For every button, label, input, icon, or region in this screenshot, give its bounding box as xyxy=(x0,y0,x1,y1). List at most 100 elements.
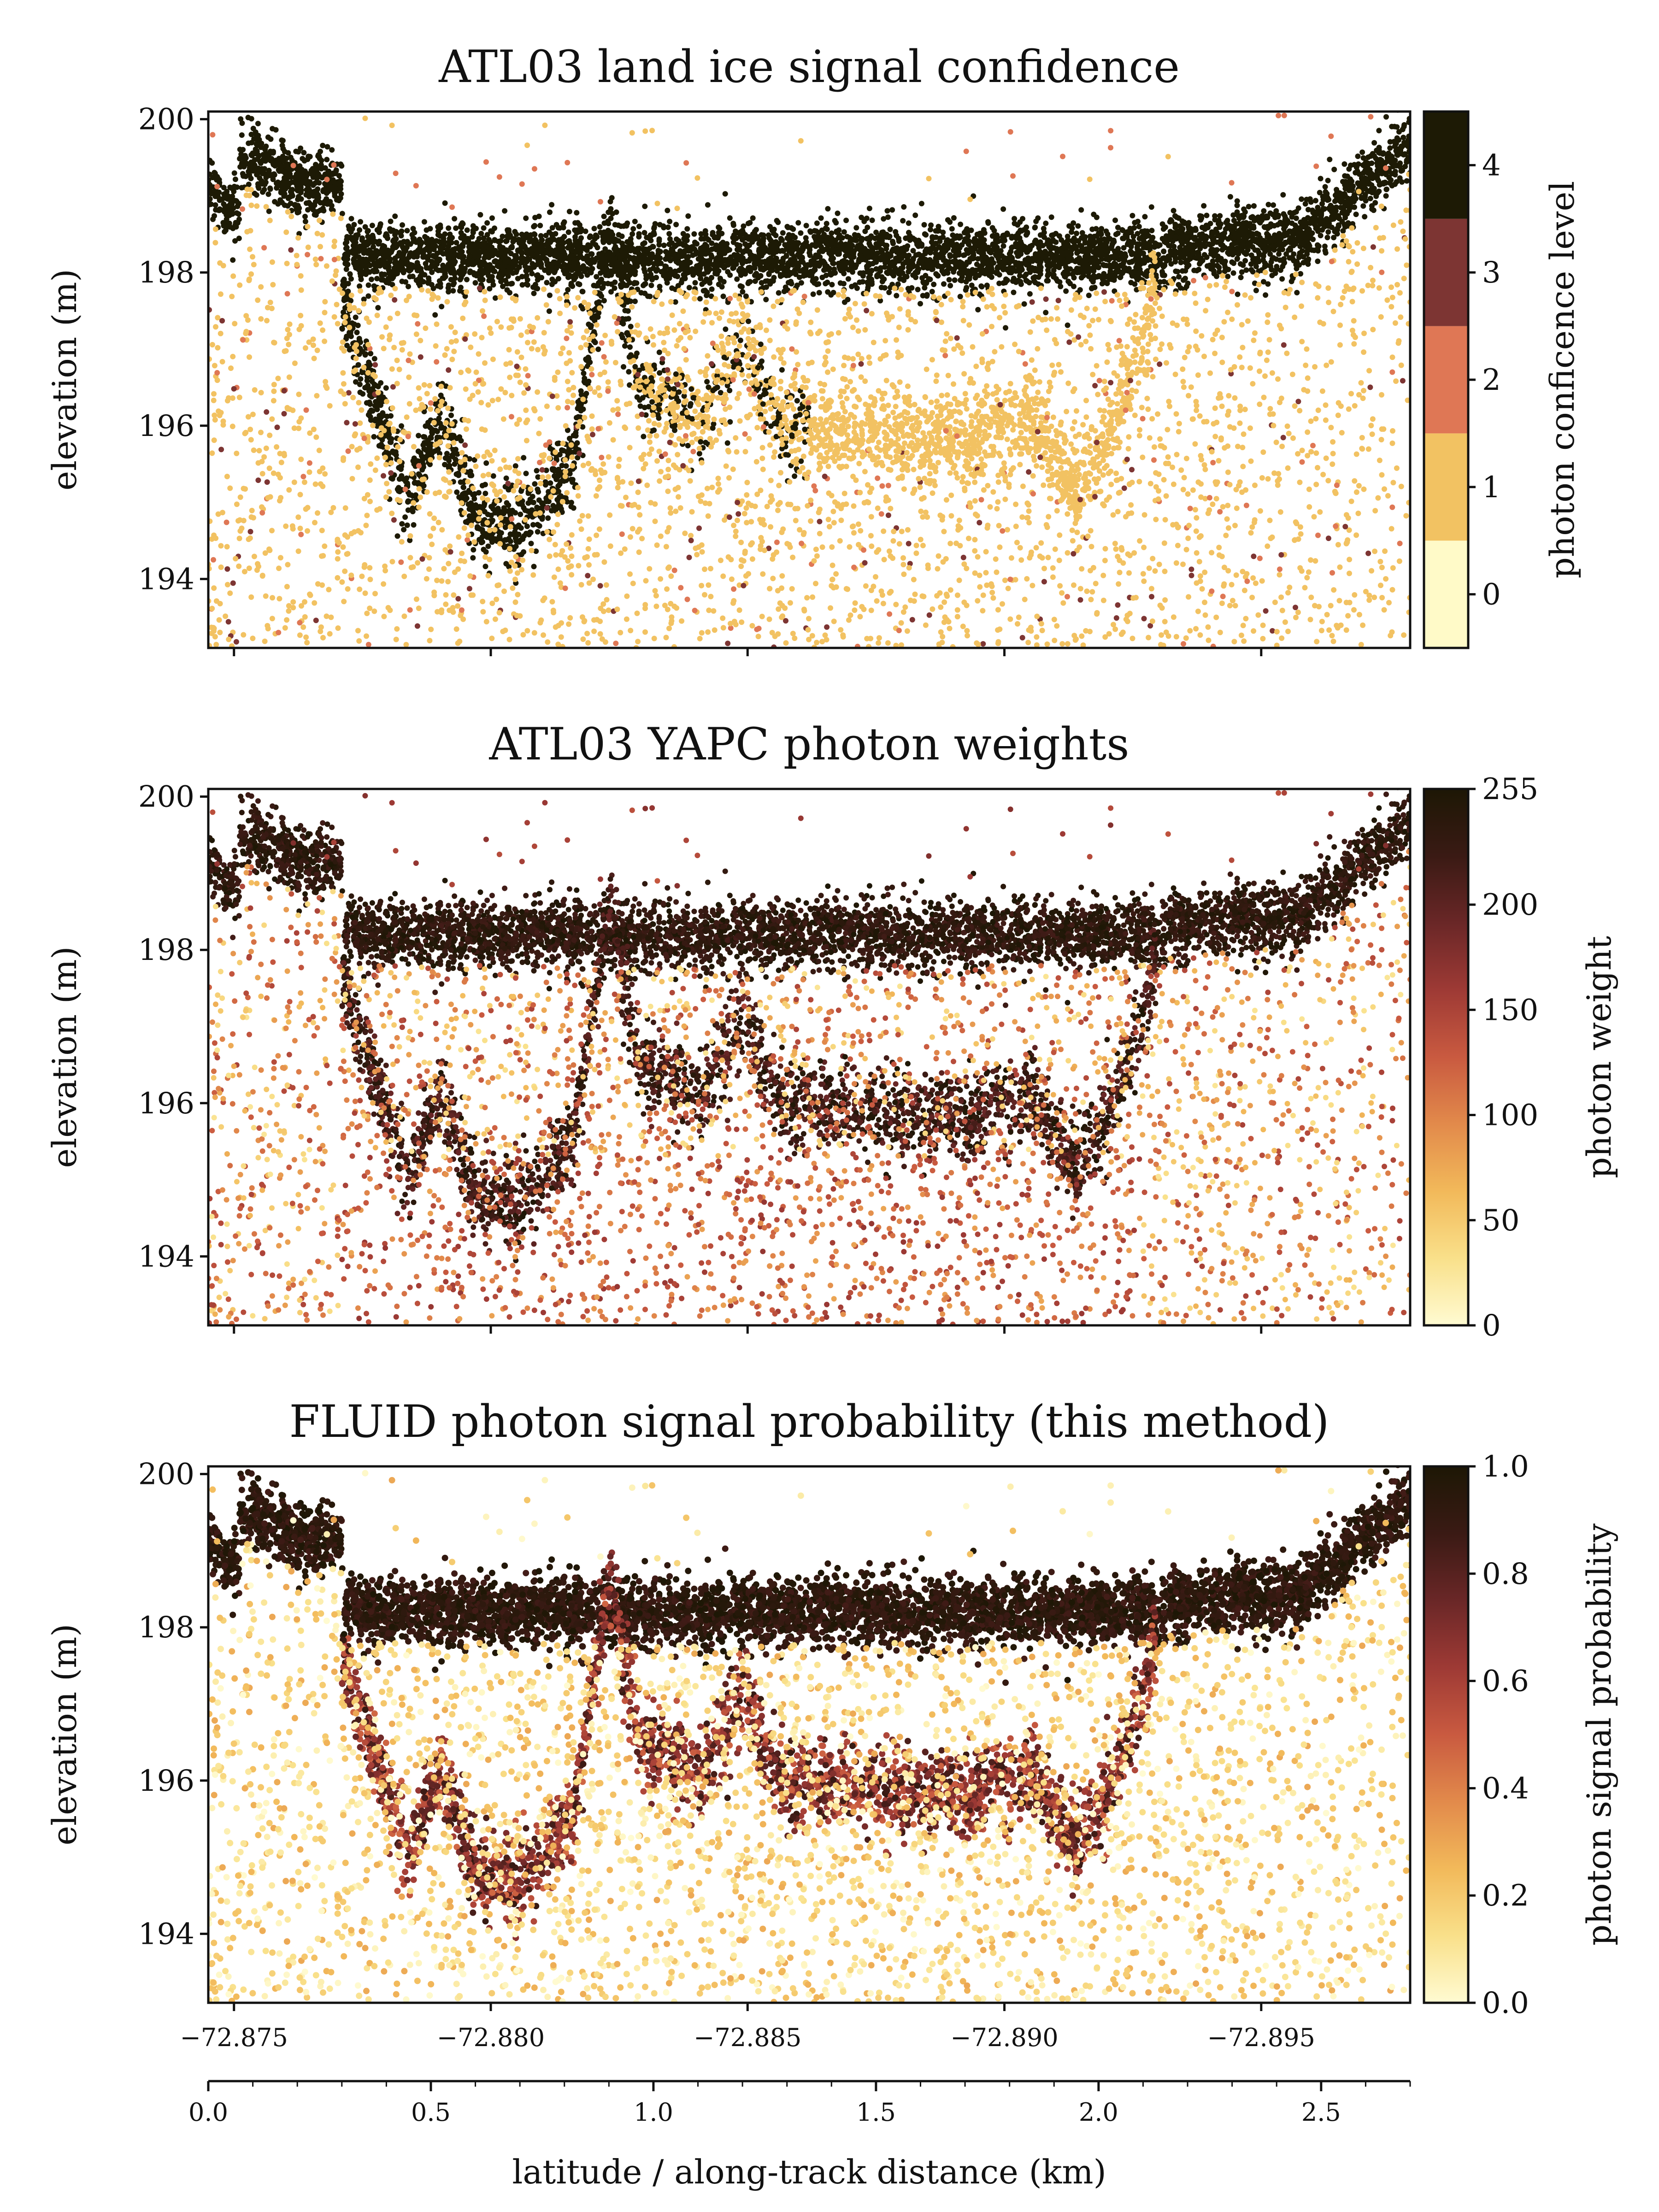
photon-point xyxy=(940,229,946,235)
photon-point xyxy=(686,285,692,291)
photon-point xyxy=(411,236,417,242)
photon-point xyxy=(1248,261,1254,267)
photon-point xyxy=(700,288,706,294)
photon-point xyxy=(884,208,890,214)
photon-point xyxy=(1128,280,1134,286)
photon-point xyxy=(458,230,464,236)
photon-point xyxy=(555,276,561,282)
photon-point xyxy=(452,216,458,222)
photon-point xyxy=(1048,214,1054,220)
photon-point xyxy=(365,293,371,299)
photon-point xyxy=(924,246,930,252)
photon-point xyxy=(444,265,450,271)
photon-point xyxy=(843,218,849,224)
photon-point xyxy=(318,200,324,206)
photon-point xyxy=(1361,162,1367,168)
photon-point xyxy=(648,233,654,239)
photon-point xyxy=(569,248,574,254)
photon-point xyxy=(1284,221,1290,227)
photon-point xyxy=(708,293,714,299)
photon-point xyxy=(737,265,743,271)
photon-point xyxy=(988,274,994,280)
photon-point xyxy=(409,262,415,268)
photon-point xyxy=(1362,214,1368,220)
photon-point xyxy=(1233,240,1239,246)
photon-point xyxy=(885,214,891,220)
photon-point xyxy=(859,214,865,220)
photon-point xyxy=(1041,226,1047,231)
photon-point xyxy=(1290,232,1296,238)
photon-point xyxy=(845,276,851,282)
photon-point xyxy=(869,218,875,223)
photon-point xyxy=(446,243,452,249)
photon-point xyxy=(1057,279,1063,285)
photon-point xyxy=(1071,220,1077,226)
photon-point xyxy=(500,283,506,289)
photon-point xyxy=(390,227,396,233)
photon-point xyxy=(1254,238,1260,244)
photon-point xyxy=(906,220,912,226)
photon-point xyxy=(634,264,640,269)
photon-point xyxy=(926,276,932,282)
photon-point xyxy=(928,227,933,233)
photon-point xyxy=(727,272,733,278)
photon-point xyxy=(954,249,960,255)
photon-point xyxy=(843,253,848,259)
photon-point xyxy=(835,210,841,216)
photon-point xyxy=(1243,267,1249,273)
photon-point xyxy=(990,242,996,248)
photon-point xyxy=(587,244,593,250)
photon-point xyxy=(1349,178,1355,184)
photon-point xyxy=(1136,224,1142,229)
photon-point xyxy=(266,208,272,214)
photon-point xyxy=(324,157,330,163)
photon-point xyxy=(821,267,827,273)
photon-point xyxy=(338,161,344,167)
photon-point xyxy=(572,220,578,226)
photon-point xyxy=(1190,250,1196,256)
photon-point xyxy=(673,222,679,228)
photon-point xyxy=(341,276,347,282)
photon-point xyxy=(539,247,545,253)
photon-point xyxy=(945,217,951,223)
photon-point xyxy=(734,276,740,282)
photon-point xyxy=(907,233,913,239)
photon-point xyxy=(1043,220,1049,226)
photon-point xyxy=(681,236,687,242)
photon-point xyxy=(1010,278,1016,284)
photon-point xyxy=(666,231,672,237)
panel-title: ATL03 land ice signal confidence xyxy=(438,41,1180,93)
photon-point xyxy=(854,285,860,291)
photon-point xyxy=(1030,275,1036,281)
photon-point xyxy=(1318,233,1324,239)
photon-point xyxy=(1069,229,1075,235)
photon-point xyxy=(1325,177,1331,183)
photon-point xyxy=(756,247,762,252)
photon-point xyxy=(910,248,916,253)
photon-point xyxy=(224,188,230,194)
photon-point xyxy=(1040,242,1046,248)
photon-point xyxy=(377,224,383,229)
photon-point xyxy=(1121,268,1127,274)
photon-point xyxy=(1119,263,1125,269)
photon-point xyxy=(1315,205,1321,211)
photon-point xyxy=(436,256,442,262)
photon-point xyxy=(747,279,753,285)
photon-point xyxy=(697,296,703,302)
photon-point xyxy=(1063,264,1069,270)
photon-point xyxy=(1118,250,1124,256)
photon-point xyxy=(770,248,776,254)
photon-point xyxy=(896,258,902,264)
photon-point xyxy=(442,200,448,206)
photon-point xyxy=(1330,205,1336,211)
photon-point xyxy=(347,271,353,277)
photon-point xyxy=(1018,279,1024,285)
photon-point xyxy=(710,232,716,238)
photon-point xyxy=(1236,216,1242,221)
photon-point xyxy=(1238,275,1244,280)
photon-point xyxy=(740,249,746,255)
photon-point xyxy=(314,194,319,200)
photon-point xyxy=(1341,161,1347,167)
photon-point xyxy=(535,277,541,283)
photon-point xyxy=(1324,235,1330,241)
